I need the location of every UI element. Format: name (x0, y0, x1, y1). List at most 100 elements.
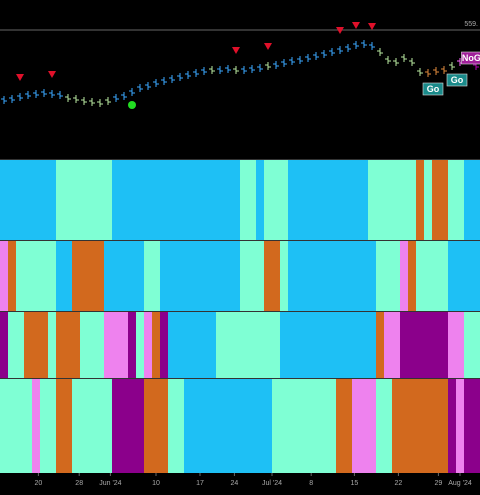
regime-segment (256, 160, 264, 240)
price-bar (401, 54, 407, 62)
price-bar (425, 69, 431, 77)
regime-segment (48, 312, 56, 378)
buy-signal (128, 101, 136, 109)
price-bar (57, 91, 63, 99)
price-panel-bg (0, 0, 480, 158)
regime-segment (112, 160, 240, 240)
regime-segment (144, 379, 168, 473)
regime-segment (112, 379, 144, 473)
regime-segment (416, 241, 448, 311)
regime-segment (352, 379, 376, 473)
x-tick-label: 8 (309, 480, 313, 487)
regime-segment (416, 160, 424, 240)
price-bar (1, 96, 7, 104)
regime-segment (264, 241, 280, 311)
regime-segment (400, 241, 408, 311)
price-bar (241, 66, 247, 74)
price-bar (377, 48, 383, 56)
regime-segment (56, 160, 112, 240)
regime-segment (160, 241, 240, 311)
price-bar (233, 66, 239, 74)
regime-segment (376, 312, 384, 378)
price-bar (25, 91, 31, 99)
price-bar (369, 42, 375, 50)
regime-segment (216, 312, 280, 378)
regime-segment (56, 312, 80, 378)
price-bar (337, 46, 343, 54)
price-bar (185, 71, 191, 79)
regime-segment (448, 241, 480, 311)
x-tick-label: 22 (395, 480, 403, 487)
price-bar (433, 67, 439, 75)
regime-segment (288, 160, 368, 240)
price-bar (417, 68, 423, 76)
price-bar (257, 64, 263, 72)
regime-segment (280, 241, 288, 311)
regime-segment (152, 312, 160, 378)
price-bar (265, 62, 271, 70)
price-bar (49, 90, 55, 98)
x-tick-label: 28 (75, 480, 83, 487)
x-tick-label: 10 (152, 480, 160, 487)
regime-segment (40, 379, 56, 473)
regime-segment (376, 241, 400, 311)
regime-segment (168, 312, 216, 378)
regime-segment (376, 379, 392, 473)
price-bar (449, 62, 455, 70)
regime-segment (368, 160, 416, 240)
price-bar (9, 95, 15, 103)
regime-segment (16, 241, 56, 311)
regime-segment (168, 379, 184, 473)
price-bar (217, 66, 223, 74)
regime-segment (128, 312, 136, 378)
annotation-box (422, 82, 444, 96)
price-bar (289, 57, 295, 65)
regime-segment (456, 379, 464, 473)
sell-signal (368, 23, 376, 30)
price-bar (81, 97, 87, 105)
regime-segment (288, 241, 376, 311)
annotation-label: Go (451, 75, 464, 85)
price-bar (273, 61, 279, 69)
regime-segment (464, 160, 480, 240)
regime-segment (0, 241, 8, 311)
regime-segment (240, 241, 264, 311)
sell-signal (48, 71, 56, 78)
x-tick-label: 24 (231, 480, 239, 487)
sell-signal (352, 22, 360, 29)
price-bar (201, 67, 207, 75)
regime-segment (144, 241, 160, 311)
price-bar (305, 54, 311, 62)
price-bar (329, 48, 335, 56)
regime-segment (136, 312, 144, 378)
regime-segment (392, 379, 448, 473)
price-bar (193, 69, 199, 77)
price-bar (65, 94, 71, 102)
regime-segment (56, 379, 72, 473)
regime-segment (144, 312, 152, 378)
regime-segment (72, 241, 104, 311)
price-bar (73, 95, 79, 103)
sell-signal (16, 74, 24, 81)
regime-segment (104, 312, 128, 378)
regime-segment (264, 160, 288, 240)
price-bar (385, 56, 391, 64)
regime-segment (0, 160, 56, 240)
regime-segment (448, 160, 464, 240)
regime-segment (408, 241, 416, 311)
regime-segment (240, 160, 256, 240)
x-tick-label: 20 (35, 480, 43, 487)
annotation-label: NoG (462, 53, 480, 63)
regime-segment (464, 379, 480, 473)
price-bar (89, 98, 95, 106)
price-bar (145, 82, 151, 90)
regime-segment (0, 379, 32, 473)
regime-segment (432, 160, 448, 240)
price-bar (153, 79, 159, 87)
regime-segment (464, 312, 480, 378)
x-tick-label: Jul '24 (262, 480, 282, 487)
annotation-label: Go (427, 84, 440, 94)
regime-segment (272, 379, 336, 473)
x-tick-label: 17 (196, 480, 204, 487)
